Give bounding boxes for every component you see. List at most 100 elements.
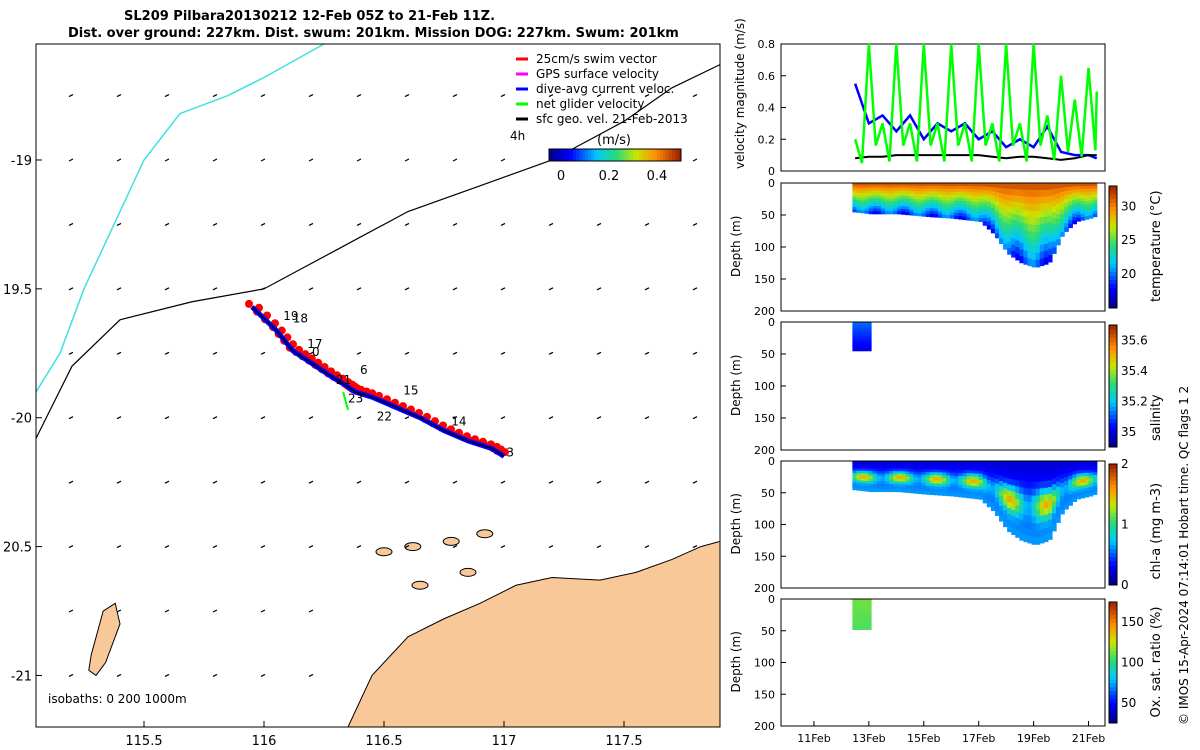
heatmap-cell xyxy=(1060,478,1065,484)
heatmap-cell xyxy=(1060,509,1065,515)
heatmap-cell xyxy=(1031,238,1037,247)
heatmap-cell xyxy=(1064,472,1069,478)
heatmap-cell xyxy=(897,185,902,189)
geo-velocity-arrow xyxy=(212,158,218,162)
heatmap-cell xyxy=(986,198,992,203)
heatmap-cell xyxy=(962,494,968,498)
heatmap-cell xyxy=(974,476,980,481)
heatmap-cell xyxy=(917,199,923,203)
heatmap-cell xyxy=(1088,463,1094,468)
heatmap-cell xyxy=(925,477,931,481)
heatmap-cell xyxy=(1003,515,1008,522)
heatmap-cell xyxy=(1080,494,1086,499)
heatmap-cell xyxy=(986,205,992,211)
heatmap-cell xyxy=(1076,202,1082,206)
heatmap-cell xyxy=(880,461,886,465)
heatmap-cell xyxy=(1015,530,1020,538)
heatmap-cell xyxy=(999,515,1004,522)
heatmap-cell xyxy=(1072,474,1077,479)
heatmap-cell xyxy=(1047,526,1053,534)
heatmap-cell xyxy=(933,194,939,198)
panel-colorbar-cell xyxy=(1109,560,1117,566)
heatmap-cell xyxy=(1056,491,1061,498)
heatmap-cell xyxy=(941,194,947,198)
heatmap-cell xyxy=(1060,461,1065,467)
geo-velocity-arrow xyxy=(548,94,554,98)
heatmap-cell xyxy=(1047,513,1053,521)
heatmap-cell xyxy=(986,487,992,492)
heatmap-cell xyxy=(950,183,955,187)
day-label: 15 xyxy=(403,384,418,398)
heatmap-cell xyxy=(1068,197,1073,203)
heatmap-cell xyxy=(966,476,972,480)
heatmap-cell xyxy=(1064,488,1069,494)
heatmap-cell xyxy=(864,203,870,207)
heatmap-cell xyxy=(954,472,959,477)
heatmap-cell xyxy=(982,478,988,483)
heatmap-cell xyxy=(1039,210,1045,218)
heatmap-cell xyxy=(1064,492,1069,498)
heatmap-cell xyxy=(860,463,866,467)
heatmap-cell xyxy=(962,476,968,480)
heatmap-cell xyxy=(962,216,968,221)
heatmap-cell xyxy=(950,478,955,482)
heatmap-cell xyxy=(913,204,919,208)
heatmap-cell xyxy=(954,461,959,465)
heatmap-cell xyxy=(1007,508,1012,515)
panel-colorbar-cell xyxy=(1109,406,1117,411)
heatmap-cell xyxy=(876,478,882,482)
heatmap-cell xyxy=(958,216,963,220)
heatmap-cell xyxy=(1011,213,1016,221)
heatmap-cell xyxy=(901,208,906,213)
geo-velocity-arrow xyxy=(500,545,506,549)
heatmap-cell xyxy=(1056,229,1061,236)
heatmap-cell xyxy=(925,191,931,195)
heatmap-cell xyxy=(1027,522,1033,530)
geo-velocity-arrow xyxy=(596,222,602,226)
panel-colorbar-cell xyxy=(1109,508,1117,513)
panel-colorbar-cell xyxy=(1109,430,1117,436)
heatmap-cell xyxy=(897,206,902,210)
heatmap-cell xyxy=(1092,488,1098,493)
heatmap-cell xyxy=(921,477,927,481)
heatmap-cell xyxy=(1019,183,1025,191)
panel-colorbar-cell xyxy=(1109,556,1117,562)
heatmap-cell xyxy=(1080,467,1086,471)
colorbar-title: (m/s) xyxy=(597,133,631,148)
heatmap-cell xyxy=(1084,204,1090,208)
heatmap-cell xyxy=(994,219,1000,225)
heatmap-cell xyxy=(889,190,894,194)
heatmap-cell xyxy=(925,472,931,476)
heatmap-cell xyxy=(1043,507,1049,516)
heatmap-cell xyxy=(872,183,878,187)
heatmap-cell xyxy=(941,200,947,204)
heatmap-cell xyxy=(872,478,878,482)
heatmap-cell xyxy=(1047,196,1053,204)
heatmap-cell xyxy=(958,201,963,205)
heatmap-cell xyxy=(1084,195,1090,199)
map-x-tick-label: 116 xyxy=(252,734,277,749)
heatmap-cell xyxy=(901,203,906,207)
heatmap-cell xyxy=(913,191,919,195)
heatmap-cell xyxy=(950,215,955,219)
heatmap-cell xyxy=(950,487,955,491)
geo-velocity-arrow xyxy=(404,222,410,226)
heatmap-cell xyxy=(986,213,992,219)
heatmap-cell xyxy=(1051,200,1057,208)
heatmap-cell xyxy=(1056,188,1061,194)
heatmap-cell xyxy=(909,479,915,483)
heatmap-cell xyxy=(913,207,919,211)
heatmap-cell xyxy=(1027,183,1033,191)
heatmap-cell xyxy=(1031,502,1037,511)
colorbar-cell xyxy=(561,149,565,161)
heatmap-cell xyxy=(1011,250,1016,258)
heatmap-cell xyxy=(929,205,935,209)
panel-colorbar-frame xyxy=(1108,324,1118,448)
heatmap-cell xyxy=(950,188,955,193)
geo-velocity-arrow xyxy=(116,222,122,226)
heatmap-cell xyxy=(856,463,862,467)
heatmap-cell xyxy=(941,206,947,210)
heatmap-cell xyxy=(929,472,935,476)
panel-colorbar-cell xyxy=(1109,263,1117,268)
heatmap-cell xyxy=(1007,525,1012,533)
